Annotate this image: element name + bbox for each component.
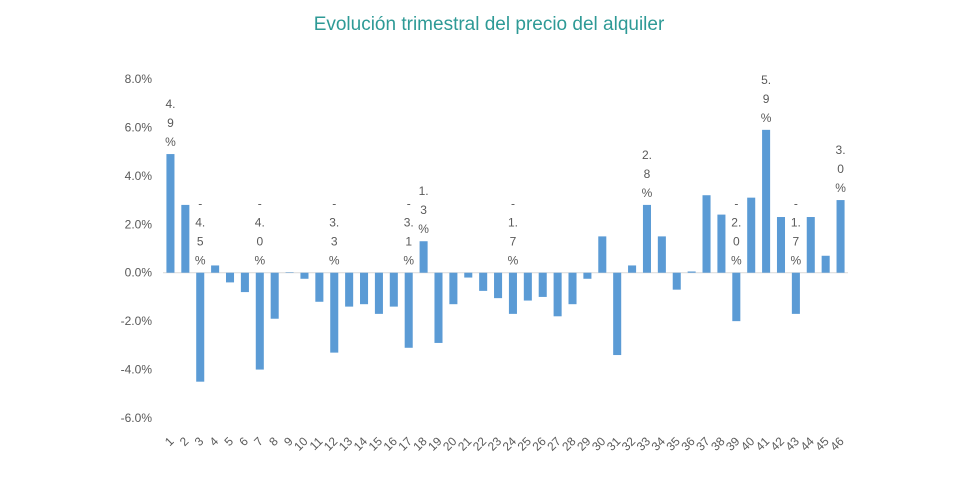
bar <box>747 197 756 273</box>
x-tick-label: 46 <box>827 434 847 454</box>
y-tick-label: 8.0% <box>125 72 153 86</box>
x-tick-label: 5 <box>222 434 237 449</box>
bar <box>538 272 547 297</box>
bar <box>702 195 711 273</box>
data-label: -1. 7% <box>791 197 802 268</box>
data-label: -2. 0% <box>731 197 742 268</box>
bar <box>821 255 830 273</box>
x-tick-label: 8 <box>266 434 281 449</box>
bar <box>166 154 175 273</box>
bar <box>240 272 249 293</box>
bar <box>360 272 369 305</box>
chart-title: Evolución trimestral del precio del alqu… <box>314 14 665 35</box>
bar <box>494 272 503 299</box>
x-tick-label: 1 <box>162 434 177 449</box>
data-label: -4. 0% <box>254 197 265 268</box>
x-tick-label: 7 <box>251 434 266 449</box>
bar <box>553 272 562 317</box>
y-tick-label: 4.0% <box>125 169 153 183</box>
data-label: 1. 3% <box>418 184 429 236</box>
bar <box>330 272 339 353</box>
bar <box>404 272 413 348</box>
bar <box>836 200 845 273</box>
y-tick-label: -2.0% <box>121 314 153 328</box>
y-tick-label: 6.0% <box>125 120 153 134</box>
data-label: 5. 9% <box>761 73 772 125</box>
x-tick-label: 4 <box>207 434 222 449</box>
bar <box>523 272 532 301</box>
data-label: -3. 1% <box>403 197 414 268</box>
data-label: -4. 5% <box>195 197 206 268</box>
bar <box>479 272 488 291</box>
bar <box>776 217 786 273</box>
bar <box>419 241 428 273</box>
bar <box>449 272 458 305</box>
bar <box>389 272 398 307</box>
y-tick-label: -6.0% <box>121 411 153 425</box>
y-tick-label: -4.0% <box>121 363 153 377</box>
data-label: 3. 0% <box>835 143 846 195</box>
data-label: -3. 3% <box>329 197 340 268</box>
x-tick-label: 2 <box>177 434 192 449</box>
bar <box>568 272 577 305</box>
bar <box>717 214 726 273</box>
data-label: 2. 8% <box>642 148 653 200</box>
bar <box>196 272 205 382</box>
bar <box>181 204 190 273</box>
x-tick-label: 3 <box>192 434 207 449</box>
bar <box>672 272 681 290</box>
bar <box>657 236 666 273</box>
bar <box>613 272 622 356</box>
data-label: -1. 7% <box>508 197 519 268</box>
bar <box>315 272 324 302</box>
bar <box>732 272 741 322</box>
bar <box>598 236 607 273</box>
data-label: 4. 9% <box>165 97 176 149</box>
bar <box>687 271 696 273</box>
bar <box>791 272 800 314</box>
bar <box>806 217 815 273</box>
bar <box>762 129 771 273</box>
y-tick-label: 0.0% <box>125 266 153 280</box>
bar <box>345 272 354 307</box>
y-tick-label: 2.0% <box>125 217 153 231</box>
bar <box>464 272 473 278</box>
bar <box>211 265 220 273</box>
bar <box>270 272 279 319</box>
bar <box>225 272 235 283</box>
bar <box>434 272 443 343</box>
bar <box>508 272 517 314</box>
bar <box>642 204 651 273</box>
bar <box>374 272 383 314</box>
bar <box>628 265 637 273</box>
bar <box>255 272 264 370</box>
bar <box>583 272 592 279</box>
x-tick-label: 6 <box>236 434 251 449</box>
bar <box>300 272 309 279</box>
